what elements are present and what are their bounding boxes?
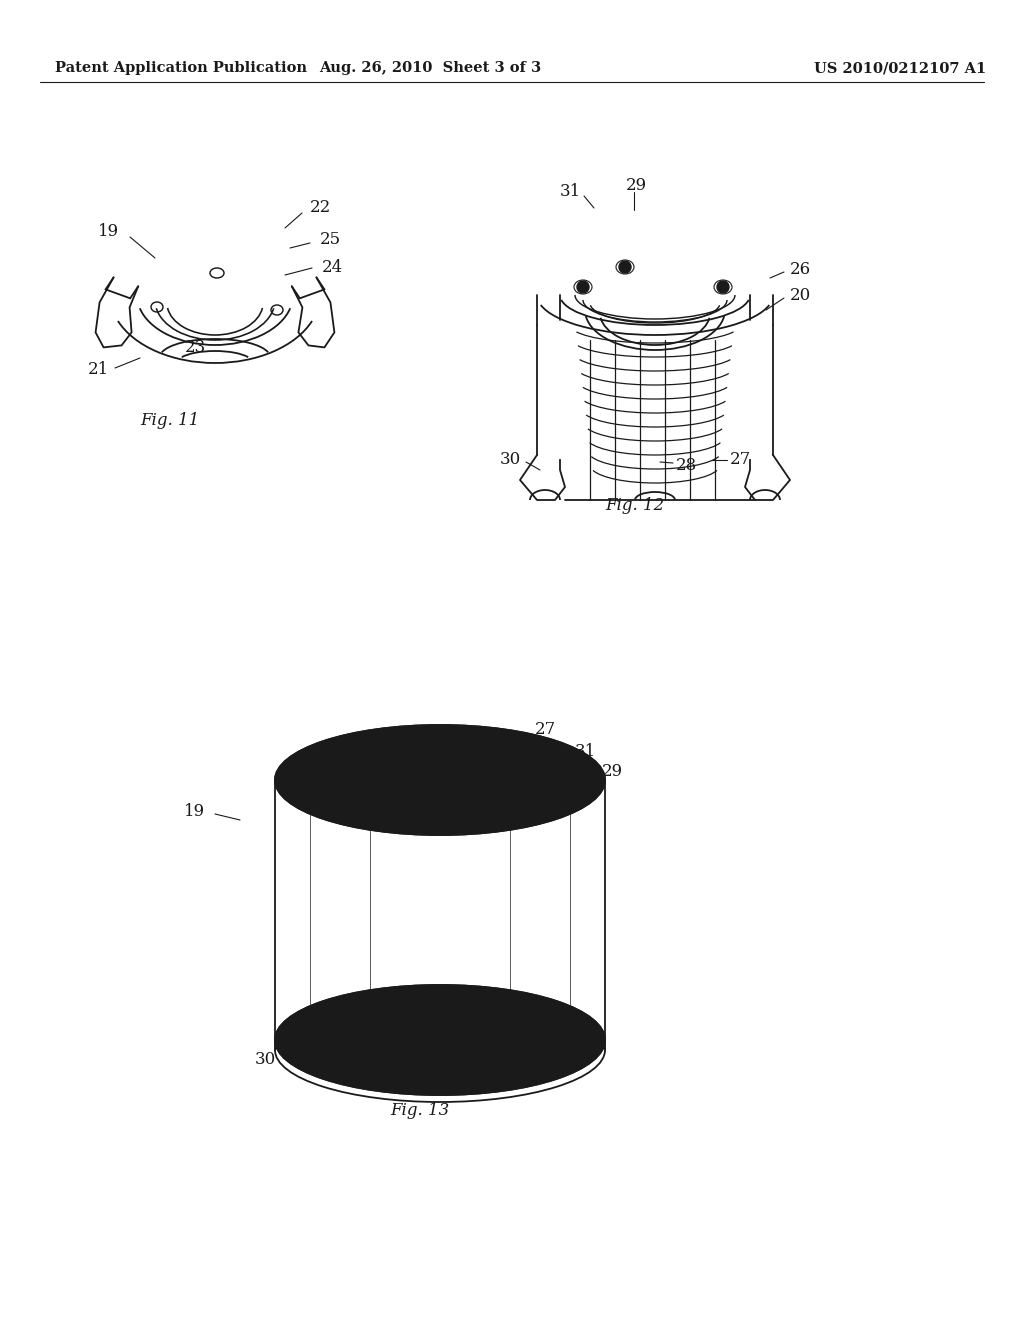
Text: 19: 19	[184, 804, 206, 821]
Text: 31: 31	[574, 743, 596, 760]
Circle shape	[330, 752, 342, 764]
Text: 19: 19	[97, 223, 119, 240]
Text: 29: 29	[626, 177, 646, 194]
Text: Fig. 11: Fig. 11	[140, 412, 200, 429]
Ellipse shape	[275, 725, 605, 836]
Text: Aug. 26, 2010  Sheet 3 of 3: Aug. 26, 2010 Sheet 3 of 3	[318, 61, 541, 75]
Text: US 2010/0212107 A1: US 2010/0212107 A1	[814, 61, 986, 75]
Text: 25: 25	[319, 231, 341, 248]
Circle shape	[577, 281, 589, 293]
Text: 22: 22	[309, 199, 331, 216]
Text: 24: 24	[322, 260, 343, 276]
Text: Fig. 12: Fig. 12	[605, 498, 665, 513]
Text: Fig. 13: Fig. 13	[390, 1102, 450, 1119]
Circle shape	[465, 816, 477, 828]
Text: 20: 20	[790, 286, 811, 304]
Circle shape	[538, 796, 550, 808]
Circle shape	[519, 743, 530, 755]
Text: 27: 27	[729, 451, 751, 469]
Circle shape	[618, 261, 631, 273]
Ellipse shape	[275, 985, 605, 1096]
Text: 30: 30	[500, 451, 520, 469]
Text: 28: 28	[676, 457, 696, 474]
Circle shape	[717, 281, 729, 293]
Text: 23: 23	[184, 339, 206, 356]
Circle shape	[402, 733, 415, 744]
Text: 27: 27	[535, 722, 556, 738]
Text: 29: 29	[601, 763, 623, 780]
Text: 26: 26	[790, 261, 811, 279]
Text: Patent Application Publication: Patent Application Publication	[55, 61, 307, 75]
Text: 31: 31	[559, 183, 581, 201]
Circle shape	[349, 804, 361, 816]
Text: 30: 30	[254, 1052, 275, 1068]
Text: 21: 21	[87, 362, 109, 379]
